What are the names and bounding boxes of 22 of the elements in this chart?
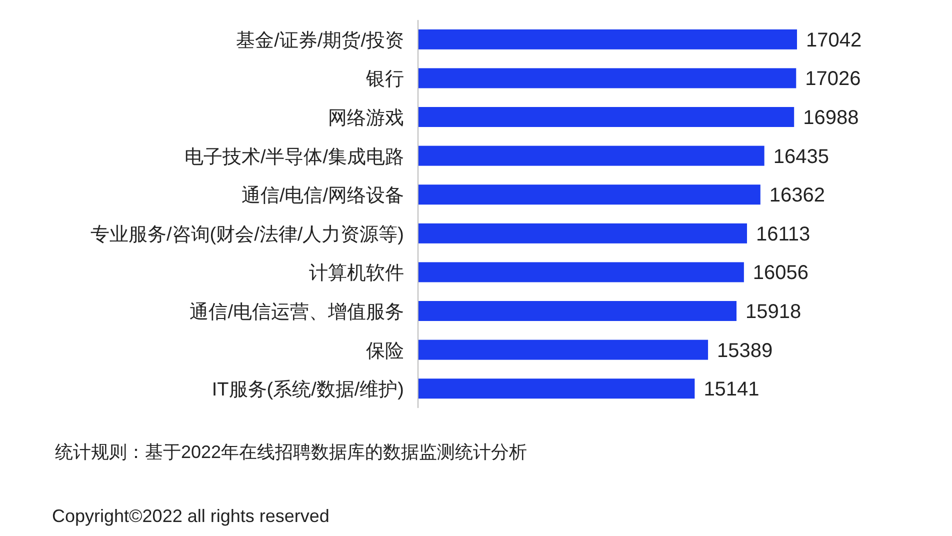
y-tick-label: 银行 (365, 69, 404, 90)
y-tick-label: 通信/电信/网络设备 (241, 186, 404, 207)
data-label: 15389 (717, 340, 773, 362)
data-label: 16113 (756, 223, 810, 246)
data-label: 17042 (806, 29, 862, 52)
y-tick-label: IT服务(系统/数据/维护) (212, 378, 404, 401)
y-tick-label: 电子技术/半导体/集成电路 (184, 146, 404, 168)
y-tick-label: 基金/证券/期货/投资 (236, 30, 404, 52)
text: 统计规则：基于2022年在线招聘数据库的数据监测统计分析 (55, 442, 528, 462)
data-label: 16056 (752, 262, 809, 284)
data-label: 16362 (769, 184, 826, 207)
data-label: 16988 (803, 107, 859, 129)
y-tick-label: 计算机软件 (309, 263, 404, 284)
data-label: 15141 (704, 378, 760, 401)
text: Copyright©2022 all rights reserved (52, 506, 330, 526)
data-label: 16435 (773, 146, 829, 168)
y-tick-label: 网络游戏 (328, 108, 404, 129)
data-label: 15918 (746, 301, 802, 323)
y-tick-label: 专业服务/咨询(财会/法律/人力资源等) (90, 224, 404, 246)
data-label: 17026 (805, 68, 861, 90)
y-tick-label: 保险 (366, 340, 404, 362)
y-tick-label: 通信/电信运营、增值服务 (190, 302, 404, 323)
